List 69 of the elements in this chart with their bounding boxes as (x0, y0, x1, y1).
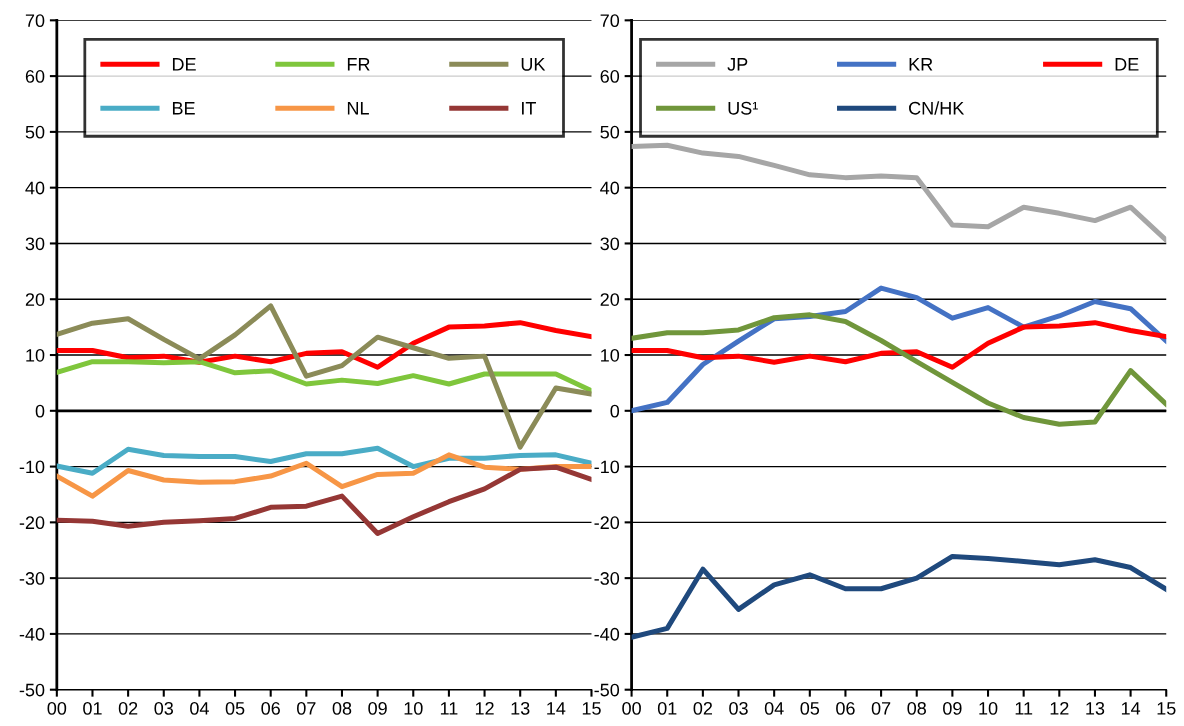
y-tick-label: 40 (25, 181, 45, 195)
x-tick-label: 10 (979, 701, 998, 715)
x-tick-label: 11 (440, 702, 458, 715)
x-tick-label: 08 (332, 701, 352, 715)
x-tick-label: 14 (1121, 702, 1141, 715)
y-tick-label: 70 (25, 14, 45, 28)
legend-label: DE (1115, 58, 1139, 71)
x-tick-label: 11 (1015, 702, 1033, 715)
x-tick-label: 00 (47, 701, 67, 715)
x-tick-label: 04 (764, 701, 784, 715)
y-tick-label: 60 (600, 70, 620, 83)
y-tick-label: 10 (26, 348, 45, 362)
y-tick-label: 20 (25, 293, 45, 306)
x-tick-label: 14 (547, 702, 566, 715)
x-tick-label: 04 (190, 701, 209, 715)
x-tick-label: 12 (1050, 701, 1069, 715)
y-tick-label: -50 (19, 683, 45, 697)
x-tick-label: 12 (475, 701, 494, 715)
x-tick-label: 07 (871, 701, 891, 715)
legend-label: FR (347, 58, 370, 71)
x-tick-label: 13 (1086, 701, 1105, 715)
x-tick-label: 06 (836, 701, 855, 715)
legend-label: KR (909, 58, 933, 71)
x-tick-label: 02 (693, 701, 713, 715)
y-tick-label: -10 (19, 460, 45, 474)
legend-label: DE (172, 58, 196, 71)
y-tick-label: -20 (594, 516, 620, 530)
x-tick-label: 15 (1157, 702, 1176, 715)
x-tick-label: 05 (800, 701, 820, 715)
y-tick-label: 10 (601, 348, 620, 362)
y-tick-label: -30 (19, 572, 45, 585)
y-tick-label: 30 (25, 237, 45, 251)
x-tick-label: 03 (154, 701, 174, 715)
x-tick-label: 13 (511, 701, 530, 715)
y-tick-label: 50 (600, 125, 620, 139)
x-tick-label: 09 (368, 701, 387, 715)
y-tick-label: 0 (610, 404, 620, 418)
x-tick-label: 01 (657, 701, 677, 715)
y-tick-label: -40 (594, 627, 620, 641)
y-tick-label: 0 (35, 404, 45, 418)
x-tick-label: 10 (404, 701, 423, 715)
legend-label: CN/HK (909, 101, 965, 115)
x-tick-label: 15 (582, 702, 601, 715)
y-tick-label: 20 (600, 293, 620, 306)
y-tick-label: -20 (19, 516, 45, 530)
legend-label: US¹ (728, 101, 758, 115)
y-tick-label: 60 (25, 70, 45, 83)
y-tick-label: -30 (594, 572, 620, 585)
y-tick-label: -50 (594, 683, 620, 697)
x-tick-label: 05 (225, 701, 245, 715)
x-tick-label: 01 (83, 701, 102, 715)
x-tick-label: 02 (118, 701, 138, 715)
y-tick-label: 50 (25, 125, 45, 139)
x-tick-label: 00 (622, 701, 641, 715)
x-tick-label: 06 (261, 701, 280, 715)
legend-label: BE (172, 102, 195, 115)
legend-label: IT (522, 102, 536, 115)
y-tick-label: 70 (600, 14, 620, 28)
x-tick-label: 08 (907, 701, 926, 715)
y-tick-label: 40 (600, 181, 620, 195)
x-tick-label: 07 (297, 701, 316, 715)
legend-label: JP (727, 58, 748, 71)
y-tick-label: 30 (600, 237, 620, 251)
x-tick-label: 03 (729, 701, 748, 715)
legend-label: NL (347, 102, 369, 115)
x-tick-label: 09 (943, 701, 962, 715)
legend-label: UK (521, 58, 546, 71)
y-tick-label: -40 (19, 627, 45, 641)
y-tick-label: -10 (594, 460, 620, 474)
